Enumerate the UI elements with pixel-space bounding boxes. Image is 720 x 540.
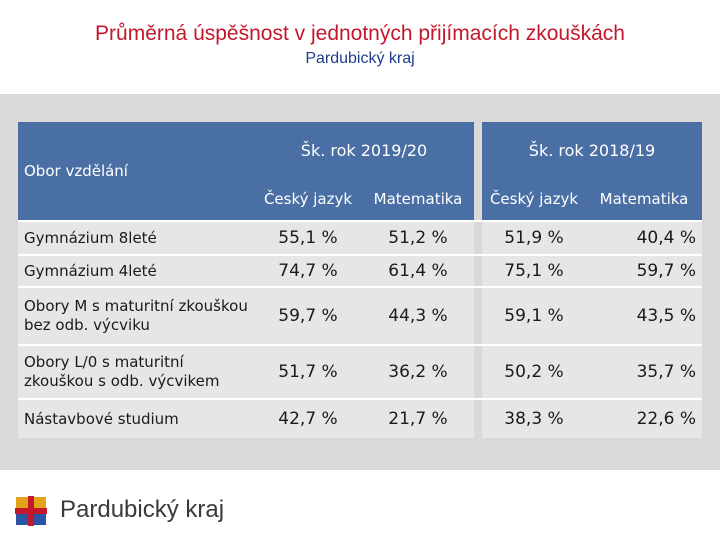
- table-cell: 55,1 %: [254, 220, 362, 254]
- row-label: Nástavbové studium: [18, 398, 254, 438]
- row-label: Obory L/0 s maturitní zkouškou s odb. vý…: [18, 344, 254, 398]
- column-header-subject: Matematika: [586, 178, 702, 220]
- row-label: Gymnázium 8leté: [18, 220, 254, 254]
- table-cell: 22,6 %: [586, 398, 702, 438]
- table-row: Gymnázium 8leté 55,1 % 51,2 % 51,9 % 40,…: [18, 220, 702, 254]
- table-cell: 21,7 %: [362, 398, 474, 438]
- table-cell: 75,1 %: [482, 254, 586, 286]
- table-cell: 36,2 %: [362, 344, 474, 398]
- table-cell: 42,7 %: [254, 398, 362, 438]
- table-cell: 51,9 %: [482, 220, 586, 254]
- row-label: Obory M s maturitní zkouškou bez odb. vý…: [18, 286, 254, 344]
- column-header-year-2018-19: Šk. rok 2018/19: [482, 122, 702, 178]
- table-row: Gymnázium 4leté 74,7 % 61,4 % 75,1 % 59,…: [18, 254, 702, 286]
- page-title: Průměrná úspěšnost v jednotných přijímac…: [95, 22, 625, 45]
- table-row: Nástavbové studium 42,7 % 21,7 % 38,3 % …: [18, 398, 702, 438]
- table-row: Obory M s maturitní zkouškou bez odb. vý…: [18, 286, 702, 344]
- results-table: Obor vzdělání Šk. rok 2019/20 Šk. rok 20…: [18, 122, 702, 438]
- region-logo: Pardubický kraj: [14, 492, 254, 530]
- row-label: Gymnázium 4leté: [18, 254, 254, 286]
- table-cell: 59,1 %: [482, 286, 586, 344]
- table-cell: 59,7 %: [254, 286, 362, 344]
- logo-text: Pardubický kraj: [60, 496, 225, 523]
- table-row: Obory L/0 s maturitní zkouškou s odb. vý…: [18, 344, 702, 398]
- table-cell: 59,7 %: [586, 254, 702, 286]
- table-cell: 61,4 %: [362, 254, 474, 286]
- table-cell: 50,2 %: [482, 344, 586, 398]
- pardubicky-kraj-logo-icon: [14, 494, 48, 528]
- table-cell: 40,4 %: [586, 220, 702, 254]
- table-cell: 35,7 %: [586, 344, 702, 398]
- column-header-subject: Matematika: [362, 178, 474, 220]
- column-header-year-2019-20: Šk. rok 2019/20: [254, 122, 474, 178]
- table-cell: 38,3 %: [482, 398, 586, 438]
- table-cell: 44,3 %: [362, 286, 474, 344]
- table-cell: 43,5 %: [586, 286, 702, 344]
- table-cell: 74,7 %: [254, 254, 362, 286]
- page-subtitle: Pardubický kraj: [305, 50, 415, 67]
- table-cell: 51,7 %: [254, 344, 362, 398]
- column-header-obor: Obor vzdělání: [18, 122, 254, 220]
- column-header-subject: Český jazyk: [482, 178, 586, 220]
- column-header-subject: Český jazyk: [254, 178, 362, 220]
- table-cell: 51,2 %: [362, 220, 474, 254]
